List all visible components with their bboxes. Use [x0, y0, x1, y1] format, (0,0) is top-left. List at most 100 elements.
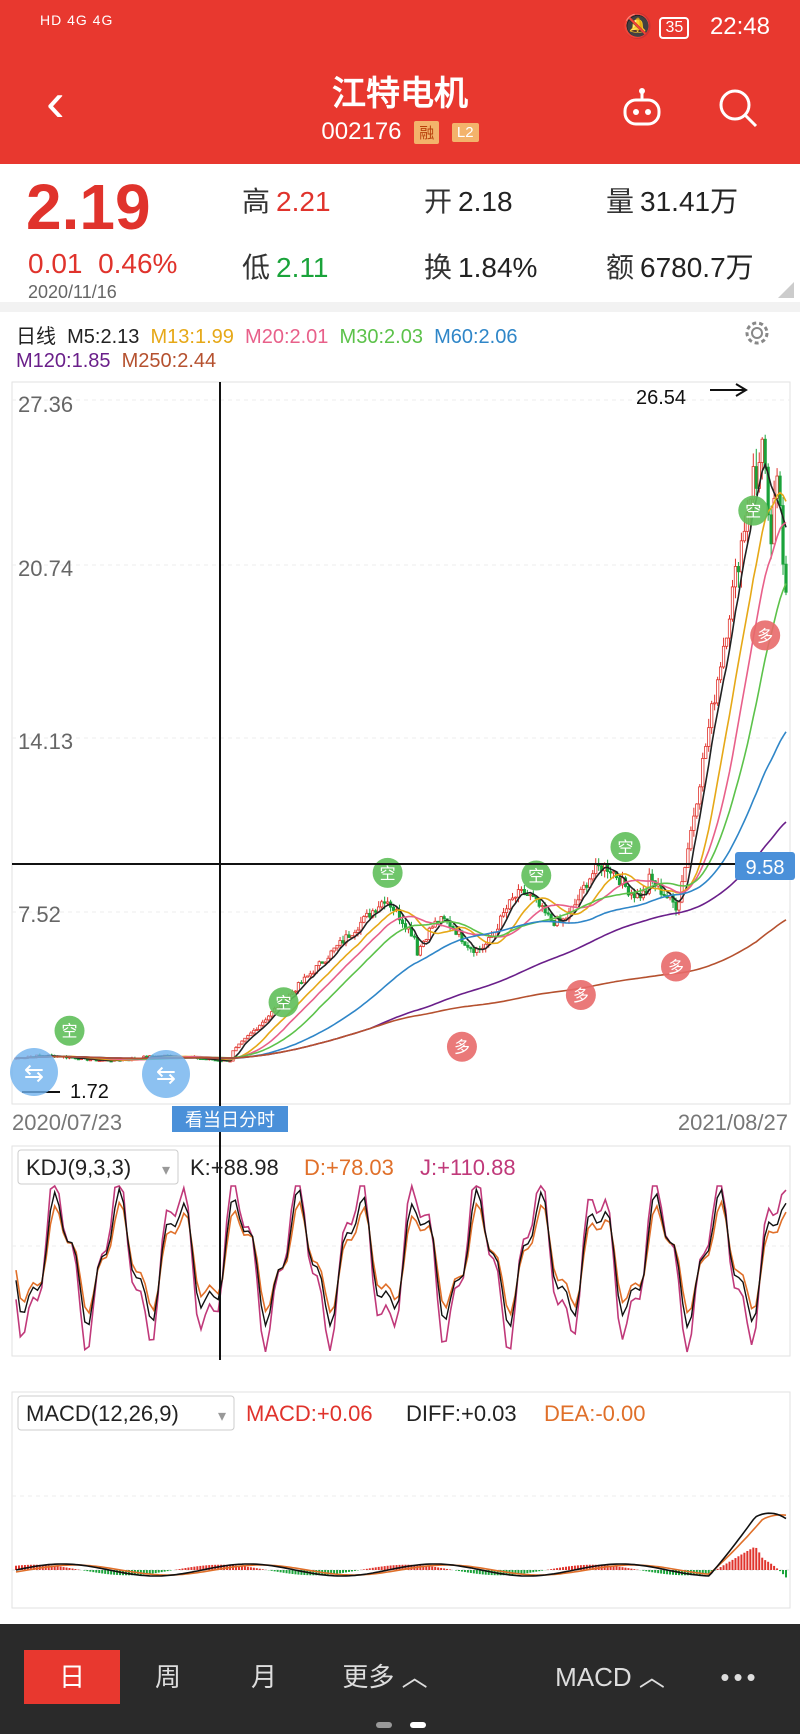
- stock-name: 江特电机: [332, 75, 468, 113]
- candle-body: [754, 466, 758, 489]
- low-stat: 低 2.11: [242, 252, 329, 283]
- drag-right-icon: ⇆: [156, 1062, 176, 1089]
- kdj-j: J:+110.88: [420, 1155, 516, 1180]
- candle-body: [721, 645, 726, 668]
- candle-body: [576, 899, 580, 906]
- candle-body: [311, 972, 315, 975]
- tab-more[interactable]: 更多 ︿: [342, 1662, 428, 1692]
- candle-body: [424, 939, 428, 942]
- search-icon[interactable]: [716, 86, 760, 130]
- last-price: 2.19: [26, 171, 151, 243]
- candle-body: [243, 1037, 247, 1042]
- candle-body: [677, 901, 681, 911]
- macd-chevron-icon: ▾: [218, 1408, 226, 1425]
- candle-body: [742, 530, 746, 542]
- candle-body: [332, 947, 336, 952]
- candle-body: [686, 848, 690, 868]
- tab-day[interactable]: 日: [24, 1650, 120, 1704]
- expand-corner-icon[interactable]: [778, 282, 794, 298]
- high-marker-label: 26.54: [636, 387, 686, 409]
- signal-text: 多: [454, 1039, 470, 1057]
- candle-body: [716, 679, 720, 704]
- signal-text: 多: [573, 987, 589, 1005]
- more-menu-icon[interactable]: •••: [720, 1662, 760, 1692]
- status-bar: HD 4G 4G 🔕 35 22:48: [0, 0, 800, 56]
- candle-body: [704, 746, 708, 759]
- candle-body: [320, 961, 324, 964]
- open-stat: 开 2.18: [424, 186, 513, 217]
- candle-body: [270, 1011, 274, 1017]
- candle-body: [469, 946, 473, 950]
- signal-text: 空: [62, 1023, 78, 1041]
- macd-dea: DEA:-0.00: [544, 1401, 646, 1426]
- kdj-chevron-icon: ▾: [162, 1162, 170, 1179]
- candle-body: [760, 438, 764, 463]
- macd-diff: DIFF:+0.03: [406, 1401, 517, 1426]
- candle-body: [537, 898, 541, 907]
- candle-body: [784, 563, 788, 593]
- candle-body: [237, 1043, 241, 1048]
- indicator-selector[interactable]: MACD ︿: [555, 1662, 665, 1692]
- tab-week[interactable]: 周: [154, 1662, 181, 1692]
- back-icon[interactable]: ‹: [46, 70, 65, 133]
- x-start-date: 2020/07/23: [12, 1110, 122, 1135]
- gear-icon[interactable]: [742, 318, 772, 348]
- candle-body: [240, 1040, 244, 1045]
- candle-body: [510, 897, 515, 901]
- candle-body: [751, 466, 755, 500]
- candle-body: [540, 905, 544, 908]
- candle-body: [617, 877, 622, 886]
- candle-body: [368, 912, 372, 918]
- candle-body: [591, 873, 595, 880]
- signal-indicators: HD 4G 4G: [40, 12, 114, 28]
- candle-body: [766, 466, 770, 516]
- candle-body: [362, 916, 366, 923]
- candle-body: [415, 936, 419, 956]
- candle-body: [579, 888, 583, 901]
- candle-body: [252, 1029, 256, 1034]
- candle-body: [246, 1035, 250, 1039]
- candle-body: [549, 913, 553, 921]
- status-right: 🔕 35 22:48: [623, 12, 770, 41]
- candle-body: [466, 944, 470, 948]
- buy-signal-bubble: [661, 951, 691, 982]
- pane-frame: [11, 1391, 791, 1609]
- candle-body: [585, 884, 589, 888]
- candle-body: [707, 727, 711, 747]
- candle-body: [781, 505, 785, 565]
- sell-signal-bubble: [372, 857, 403, 888]
- candle-body: [88, 1059, 92, 1062]
- candle-body: [689, 830, 693, 850]
- candle-body: [427, 927, 431, 940]
- change-value: 0.01: [28, 248, 83, 279]
- pane-frame: [11, 381, 791, 1105]
- chart-grid: [11, 381, 791, 1609]
- sell-signal-bubble: [268, 987, 299, 1018]
- candle-body: [730, 586, 735, 620]
- tab-month[interactable]: 月: [250, 1662, 277, 1692]
- candle-body: [772, 497, 776, 545]
- kdj-name: KDJ(9,3,3): [26, 1155, 131, 1180]
- candle-body: [341, 940, 345, 944]
- crosshair-price-tag: [735, 852, 795, 880]
- candle-body: [739, 540, 744, 573]
- candle-body: [198, 1058, 202, 1060]
- candle-body: [594, 863, 598, 875]
- l2-badge: L2: [451, 123, 479, 143]
- candle-body: [305, 975, 309, 978]
- ma30-line: [15, 583, 787, 1060]
- amount-stat: 额 6780.7万: [606, 252, 754, 283]
- ma60-line: [15, 731, 787, 1060]
- robot-assistant-icon[interactable]: [620, 86, 664, 130]
- ma-legend-row2: M120:1.85 M250:2.44: [16, 350, 217, 372]
- macd-name: MACD(12,26,9): [26, 1401, 179, 1426]
- candle-body: [267, 1015, 271, 1021]
- intraday-button: [172, 1106, 288, 1132]
- chart-labels: 27.36 20.74 14.13 7.52 9.58 26.54 1.72 ⇆ ⇆ 2020/0…: [10, 382, 795, 1431]
- candle-body: [552, 920, 556, 926]
- stock-header: ‹ 江特电机 002176 融 L2: [0, 56, 800, 164]
- candle-body: [507, 899, 512, 910]
- candle-body: [778, 475, 782, 506]
- candle-body: [347, 934, 351, 938]
